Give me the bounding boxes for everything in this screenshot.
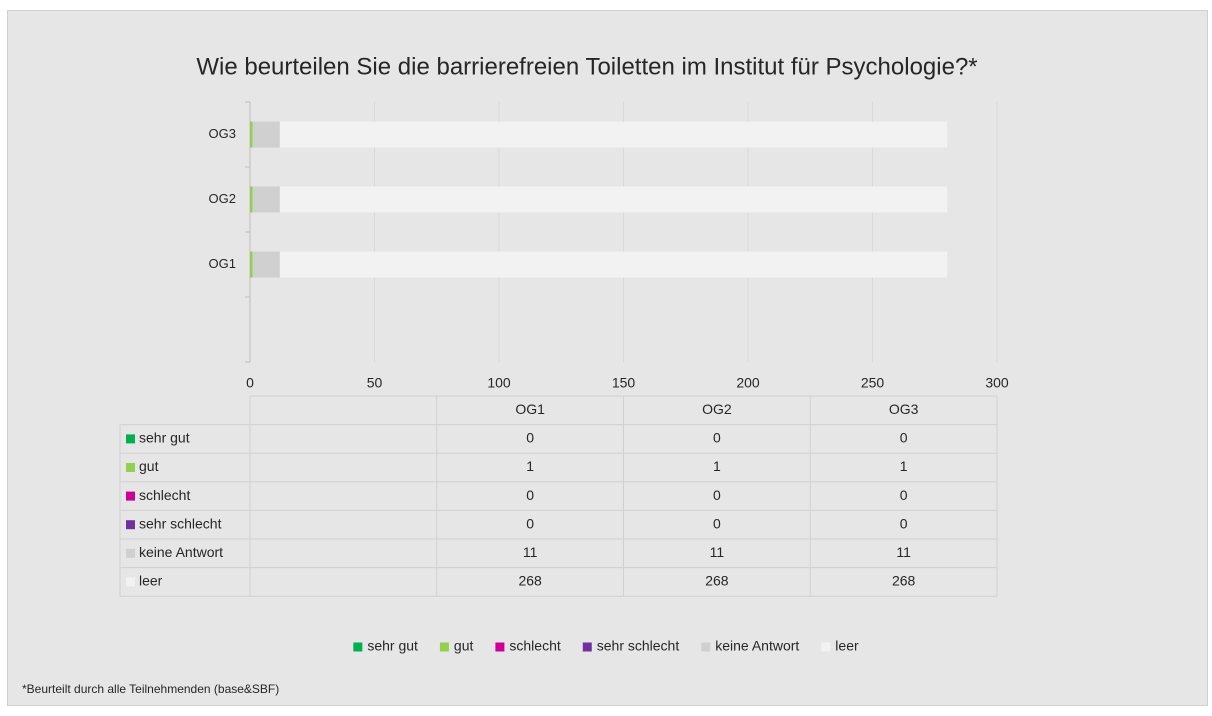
table-cell: 1 bbox=[713, 458, 721, 474]
table-row-label: keine Antwort bbox=[139, 544, 223, 560]
table-header: OG3 bbox=[889, 401, 919, 417]
legend-label: keine Antwort bbox=[715, 638, 799, 654]
table-cell: 268 bbox=[705, 573, 729, 589]
table-cell: 0 bbox=[900, 430, 908, 446]
table-cell: 11 bbox=[523, 544, 538, 560]
x-tick-label: 300 bbox=[985, 375, 1009, 391]
x-tick-label: 250 bbox=[861, 375, 885, 391]
footnote: *Beurteilt durch alle Teilnehmenden (bas… bbox=[22, 682, 279, 696]
legend-label: sehr schlecht bbox=[597, 638, 680, 654]
x-tick-label: 150 bbox=[612, 375, 636, 391]
legend-key bbox=[821, 642, 831, 652]
legend-key bbox=[495, 642, 505, 652]
legend-label: schlecht bbox=[509, 638, 560, 654]
table-cell: 0 bbox=[900, 487, 908, 503]
chart-background bbox=[7, 10, 1208, 706]
x-tick-label: 50 bbox=[367, 375, 383, 391]
bar bbox=[250, 251, 253, 278]
table-cell: 11 bbox=[710, 544, 725, 560]
table-cell: 0 bbox=[713, 430, 721, 446]
table-cell: 1 bbox=[526, 458, 534, 474]
legend-label: gut bbox=[454, 638, 474, 654]
chart-title: Wie beurteilen Sie die barrierefreien To… bbox=[196, 53, 977, 80]
x-tick-label: 100 bbox=[487, 375, 511, 391]
table-legend-key bbox=[126, 434, 135, 444]
y-tick-label: OG1 bbox=[209, 256, 236, 271]
legend-key bbox=[701, 642, 711, 652]
table-cell: 0 bbox=[900, 515, 908, 531]
table-cell: 268 bbox=[518, 573, 542, 589]
bar bbox=[250, 121, 253, 148]
bar bbox=[252, 121, 280, 148]
table-cell: 11 bbox=[896, 544, 911, 560]
table-row-label: sehr schlecht bbox=[139, 515, 222, 531]
table-row-label: schlecht bbox=[139, 487, 190, 503]
legend-key bbox=[353, 642, 363, 652]
table-cell: 0 bbox=[526, 430, 534, 446]
legend-label: sehr gut bbox=[367, 638, 418, 654]
bar bbox=[279, 251, 948, 278]
bar bbox=[252, 251, 280, 278]
legend-key bbox=[582, 642, 592, 652]
bar bbox=[279, 121, 948, 148]
table-legend-key bbox=[126, 463, 135, 472]
legend-key bbox=[439, 642, 449, 652]
y-tick-label: OG2 bbox=[209, 191, 236, 206]
table-cell: 0 bbox=[713, 487, 721, 503]
table-legend-key bbox=[126, 520, 135, 530]
table-row-label: gut bbox=[139, 458, 159, 474]
table-row-label: leer bbox=[139, 573, 163, 589]
bar bbox=[252, 186, 280, 213]
table-cell: 0 bbox=[526, 487, 534, 503]
y-tick-label: OG3 bbox=[209, 126, 236, 141]
table-header: OG1 bbox=[515, 401, 545, 417]
table-legend-key bbox=[126, 548, 135, 558]
table-cell: 0 bbox=[526, 515, 534, 531]
table-header: OG2 bbox=[702, 401, 732, 417]
x-tick-label: 0 bbox=[246, 375, 254, 391]
x-tick-label: 200 bbox=[736, 375, 760, 391]
table-legend-key bbox=[126, 577, 135, 587]
table-cell: 1 bbox=[900, 458, 908, 474]
legend-label: leer bbox=[835, 638, 859, 654]
bar bbox=[250, 186, 253, 213]
table-row-label: sehr gut bbox=[139, 430, 190, 446]
bar bbox=[279, 186, 948, 213]
table-cell: 268 bbox=[892, 573, 916, 589]
table-cell: 0 bbox=[713, 515, 721, 531]
table-legend-key bbox=[126, 491, 135, 501]
